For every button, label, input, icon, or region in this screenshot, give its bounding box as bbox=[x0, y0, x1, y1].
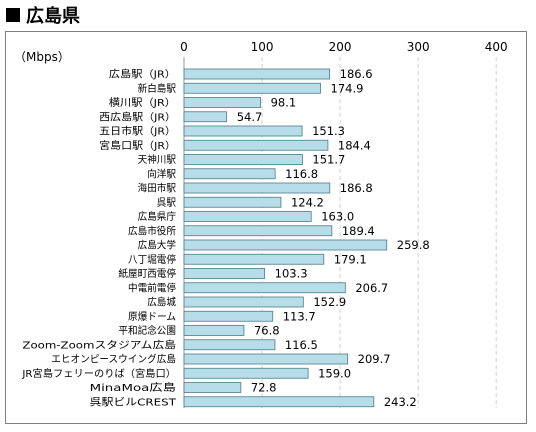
bar bbox=[183, 339, 276, 351]
data-label: 54.7 bbox=[237, 110, 263, 124]
bar bbox=[183, 268, 266, 279]
category-label: 広島市役所 bbox=[128, 224, 176, 237]
bar bbox=[183, 211, 312, 222]
category-label: 向洋駅 bbox=[147, 167, 176, 180]
data-label: 243.2 bbox=[384, 395, 417, 409]
bar bbox=[183, 325, 245, 336]
data-label: 124.2 bbox=[291, 195, 324, 209]
unit-label: （Mbps） bbox=[14, 50, 70, 64]
category-label: エヒオンピースウイング広島 bbox=[51, 353, 176, 366]
bar bbox=[183, 225, 333, 237]
data-label: 116.5 bbox=[285, 338, 318, 352]
category-label: 中電前電停 bbox=[128, 281, 176, 294]
data-label: 151.3 bbox=[312, 124, 345, 138]
bar bbox=[183, 139, 329, 151]
category-label: 新白島駅 bbox=[138, 82, 176, 95]
data-label: 116.8 bbox=[285, 167, 318, 181]
bar bbox=[183, 396, 375, 408]
bar bbox=[183, 367, 309, 379]
bar bbox=[183, 68, 331, 80]
page-heading: 広島県 bbox=[6, 2, 80, 28]
category-label: 紙屋町西電停 bbox=[118, 267, 176, 280]
data-label: 174.9 bbox=[331, 81, 364, 95]
bar bbox=[183, 253, 325, 265]
page-title: 広島県 bbox=[26, 6, 80, 27]
category-label: 原爆ドーム bbox=[128, 311, 176, 323]
bar bbox=[183, 282, 346, 294]
heading-square-marker bbox=[6, 8, 20, 22]
bar bbox=[183, 97, 261, 108]
data-label: 72.8 bbox=[251, 381, 277, 395]
category-label: 五日市駅（JR） bbox=[99, 125, 176, 138]
data-label: 186.8 bbox=[340, 181, 373, 195]
x-tick-label: 400 bbox=[485, 40, 508, 54]
category-label: JR宮島フェリーのりば（宮島口） bbox=[21, 367, 176, 380]
bar bbox=[183, 154, 303, 165]
x-axis-ticks: 0 100 200 300 400 bbox=[180, 40, 507, 54]
category-label: MinaMoa広島 bbox=[90, 381, 176, 394]
data-label: 76.8 bbox=[254, 324, 280, 338]
bar bbox=[183, 182, 331, 194]
category-label: 広島大学 bbox=[138, 239, 176, 252]
data-label: 103.3 bbox=[275, 267, 308, 281]
x-tick-label: 300 bbox=[407, 40, 430, 54]
category-label: 広島城 bbox=[147, 296, 176, 309]
data-label: 163.0 bbox=[321, 210, 354, 224]
data-label: 206.7 bbox=[355, 281, 388, 295]
category-label: 横川駅（JR） bbox=[109, 96, 176, 109]
bar bbox=[183, 353, 349, 365]
data-label: 152.9 bbox=[313, 295, 346, 309]
category-label: 宮島口駅（JR） bbox=[99, 139, 176, 152]
bar bbox=[183, 168, 276, 180]
bar bbox=[183, 125, 303, 137]
x-tick-label: 0 bbox=[180, 40, 188, 54]
bar bbox=[183, 111, 228, 123]
category-label: 西広島駅（JR） bbox=[99, 110, 176, 123]
bar bbox=[183, 239, 388, 251]
data-label: 98.1 bbox=[271, 96, 297, 110]
data-label: 179.1 bbox=[334, 252, 367, 266]
data-label: 259.8 bbox=[397, 238, 430, 252]
category-label: 天神川駅 bbox=[138, 153, 176, 166]
data-label: 113.7 bbox=[283, 309, 316, 323]
bar bbox=[183, 310, 274, 322]
category-label: 呉駅ビルCREST bbox=[90, 396, 177, 408]
x-tick-label: 200 bbox=[329, 40, 352, 54]
data-label: 189.4 bbox=[342, 224, 375, 238]
bar bbox=[183, 82, 321, 94]
data-label: 151.7 bbox=[312, 153, 345, 167]
data-label: 186.6 bbox=[340, 67, 373, 81]
chart-frame bbox=[5, 31, 527, 424]
category-label: 広島駅（JR） bbox=[109, 68, 176, 81]
data-label: 159.0 bbox=[318, 366, 351, 380]
bar bbox=[183, 296, 304, 308]
category-label: 平和記念公園 bbox=[118, 324, 176, 337]
category-label: 広島県庁 bbox=[138, 210, 176, 223]
data-label: 209.7 bbox=[358, 352, 391, 366]
category-label: Zoom-Zoomスタジアム広島 bbox=[22, 338, 176, 351]
data-label: 184.4 bbox=[338, 138, 371, 152]
bar bbox=[183, 382, 242, 393]
category-label: 呉駅 bbox=[157, 197, 176, 209]
category-label: 海田市駅 bbox=[138, 182, 176, 195]
category-label: 八丁堀電停 bbox=[128, 253, 176, 266]
bars bbox=[183, 68, 388, 408]
x-tick-label: 100 bbox=[251, 40, 274, 54]
bar bbox=[183, 196, 282, 208]
